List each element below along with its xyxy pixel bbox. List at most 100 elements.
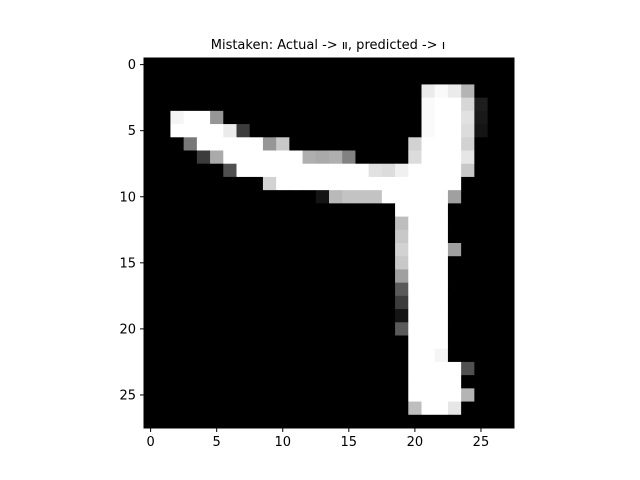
pixel-cell (223, 124, 237, 138)
pixel-cell (210, 97, 224, 112)
pixel-cell (302, 150, 317, 165)
pixel-cell (487, 176, 502, 191)
pixel-cell (276, 388, 290, 402)
pixel-cell (223, 401, 237, 416)
pixel-cell (434, 309, 449, 323)
pixel-cell (447, 401, 462, 416)
pixel-cell (289, 269, 303, 284)
pixel-cell (196, 176, 211, 191)
pixel-cell (223, 282, 237, 297)
pixel-cell (157, 216, 171, 231)
pixel-cell (342, 216, 356, 231)
pixel-cell (276, 137, 290, 151)
pixel-cell (487, 163, 502, 178)
pixel-cell (276, 401, 290, 416)
pixel-cell (249, 282, 264, 297)
pixel-cell (368, 84, 383, 99)
pixel-cell (170, 375, 185, 389)
pixel-cell (500, 361, 515, 376)
pixel-cell (474, 361, 488, 376)
pixel-cell (170, 84, 185, 99)
pixel-cell (236, 216, 251, 231)
pixel-cell (315, 388, 330, 402)
pixel-cell (342, 256, 356, 270)
pixel-cell (262, 309, 277, 323)
pixel-cell (329, 282, 343, 297)
pixel-cell (368, 137, 383, 151)
pixel-cell (315, 375, 330, 389)
pixel-cell (461, 335, 475, 350)
pixel-cell (236, 295, 251, 310)
pixel-cell (249, 335, 264, 350)
pixel-cell (395, 361, 409, 376)
pixel-cell (421, 110, 436, 125)
pixel-cell (249, 163, 264, 178)
pixel-cell (223, 163, 237, 178)
pixel-cell (302, 322, 317, 336)
pixel-cell (461, 401, 475, 416)
pixel-cell (262, 295, 277, 310)
pixel-cell (289, 150, 303, 165)
pixel-cell (447, 335, 462, 350)
pixel-cell (196, 322, 211, 336)
pixel-cell (487, 84, 502, 99)
pixel-cell (381, 137, 396, 151)
pixel-cell (329, 243, 343, 257)
pixel-cell (474, 348, 488, 363)
pixel-cell (183, 58, 198, 72)
pixel-cell (157, 110, 171, 125)
pixel-cell (170, 388, 185, 402)
pixel-cell (210, 163, 224, 178)
pixel-cell (210, 203, 224, 217)
pixel-cell (249, 124, 264, 138)
pixel-cell (434, 361, 449, 376)
pixel-cell (408, 256, 422, 270)
pixel-cell (302, 71, 317, 85)
pixel-cell (447, 295, 462, 310)
pixel-cell (236, 375, 251, 389)
pixel-cell (276, 150, 290, 165)
pixel-cell (474, 71, 488, 85)
pixel-cell (315, 110, 330, 125)
pixel-cell (315, 176, 330, 191)
y-tick-label: 10 (119, 190, 136, 205)
pixel-cell (461, 203, 475, 217)
pixel-cell (315, 97, 330, 112)
pixel-cell (408, 295, 422, 310)
pixel-cell (500, 256, 515, 270)
pixel-cell (500, 203, 515, 217)
pixel-cell (302, 176, 317, 191)
pixel-cell (196, 203, 211, 217)
pixel-cell (487, 375, 502, 389)
pixel-cell (461, 309, 475, 323)
pixel-cell (342, 282, 356, 297)
pixel-cell (144, 137, 158, 151)
pixel-cell (368, 150, 383, 165)
pixel-cell (355, 375, 370, 389)
pixel-cell (342, 335, 356, 350)
pixel-cell (170, 110, 185, 125)
pixel-cell (262, 163, 277, 178)
pixel-cell (342, 229, 356, 244)
pixel-cell (461, 58, 475, 72)
pixel-cell (315, 71, 330, 85)
pixel-cell (500, 84, 515, 99)
pixel-cell (157, 309, 171, 323)
pixel-cell (276, 58, 290, 72)
pixel-cell (144, 295, 158, 310)
pixel-cell (170, 150, 185, 165)
pixel-cell (262, 243, 277, 257)
pixel-cell (408, 348, 422, 363)
pixel-cell (434, 375, 449, 389)
pixel-cell (421, 243, 436, 257)
pixel-cell (249, 388, 264, 402)
pixel-cell (381, 58, 396, 72)
pixel-cell (342, 414, 356, 429)
pixel-cell (183, 414, 198, 429)
pixel-cell (329, 269, 343, 284)
pixel-cell (170, 361, 185, 376)
pixel-cell (249, 176, 264, 191)
pixel-cell (355, 190, 370, 204)
pixel-cell (196, 256, 211, 270)
pixel-cell (474, 295, 488, 310)
